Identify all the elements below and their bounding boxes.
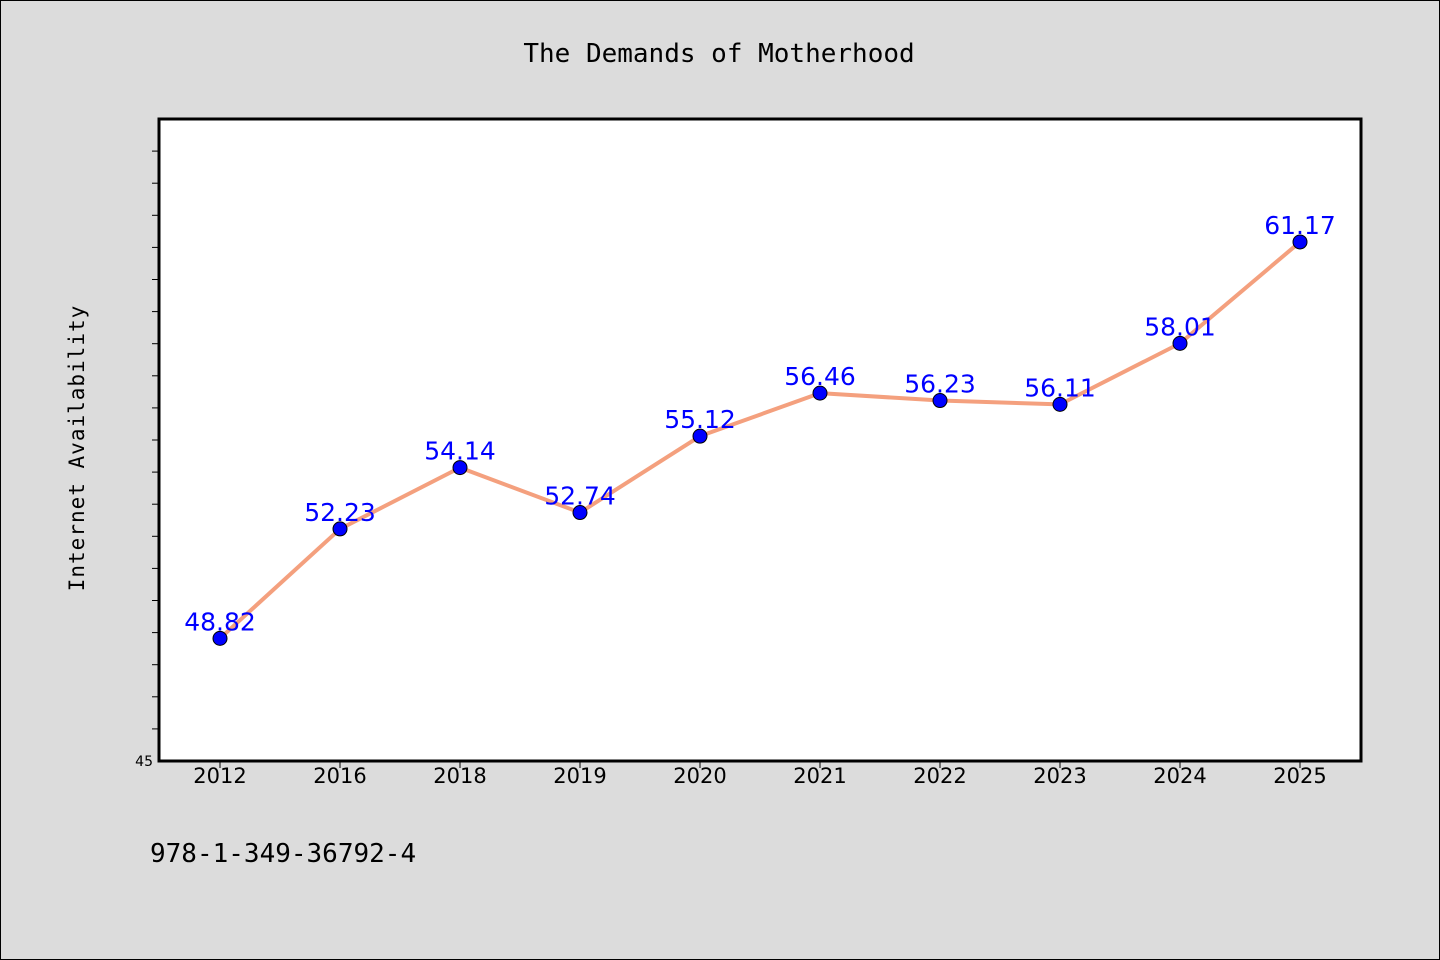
data-label-2024: 58.01: [1144, 312, 1216, 341]
chart-title: The Demands of Motherhood: [523, 39, 914, 69]
data-label-2020: 55.12: [664, 405, 736, 434]
x-tick-label-2019: 2019: [553, 764, 606, 788]
isbn-label: 978-1-349-36792-4: [150, 839, 416, 869]
data-point-2012: [212, 630, 228, 646]
data-label-2019: 52.74: [544, 482, 616, 511]
x-tick-label-2023: 2023: [1033, 764, 1086, 788]
x-tick-label-2018: 2018: [433, 764, 486, 788]
data-label-2012: 48.82: [184, 607, 256, 636]
y-tick-label-45: 45: [135, 754, 153, 770]
y-axis-label: Internet Availability: [65, 305, 89, 592]
data-label-2025: 61.17: [1264, 211, 1336, 240]
data-label-2016: 52.23: [304, 498, 376, 527]
x-tick-label-2021: 2021: [793, 764, 846, 788]
x-tick-label-2012: 2012: [193, 764, 246, 788]
data-point-2024: [1172, 335, 1188, 351]
data-point-2019: [572, 505, 588, 521]
data-point-2025: [1292, 234, 1308, 250]
data-label-2023: 56.11: [1024, 373, 1096, 402]
y-axis-ticks: [152, 150, 159, 730]
data-label-2022: 56.23: [904, 370, 976, 399]
data-point-2023: [1052, 396, 1068, 412]
data-point-2020: [692, 428, 708, 444]
x-tick-label-2025: 2025: [1273, 764, 1326, 788]
data-point-2022: [932, 393, 948, 409]
data-label-2021: 56.46: [784, 362, 856, 391]
x-tick-label-2020: 2020: [673, 764, 726, 788]
data-point-2021: [812, 385, 828, 401]
data-point-2018: [452, 460, 468, 476]
plot-area: [157, 117, 1363, 763]
x-axis-ticks: 2012 2016 2018 2019 2020 2021 2022 2023 2024 2025: [193, 761, 1327, 788]
x-tick-label-2022: 2022: [913, 764, 966, 788]
series-group: 48.82 52.23 54.14 52.74 55.12 56.46 56.23 56.11…: [184, 211, 1336, 646]
data-label-2018: 54.14: [424, 437, 496, 466]
x-tick-label-2024: 2024: [1153, 764, 1206, 788]
x-tick-label-2016: 2016: [313, 764, 366, 788]
data-point-2016: [332, 521, 348, 537]
series-line: [218, 239, 1302, 641]
